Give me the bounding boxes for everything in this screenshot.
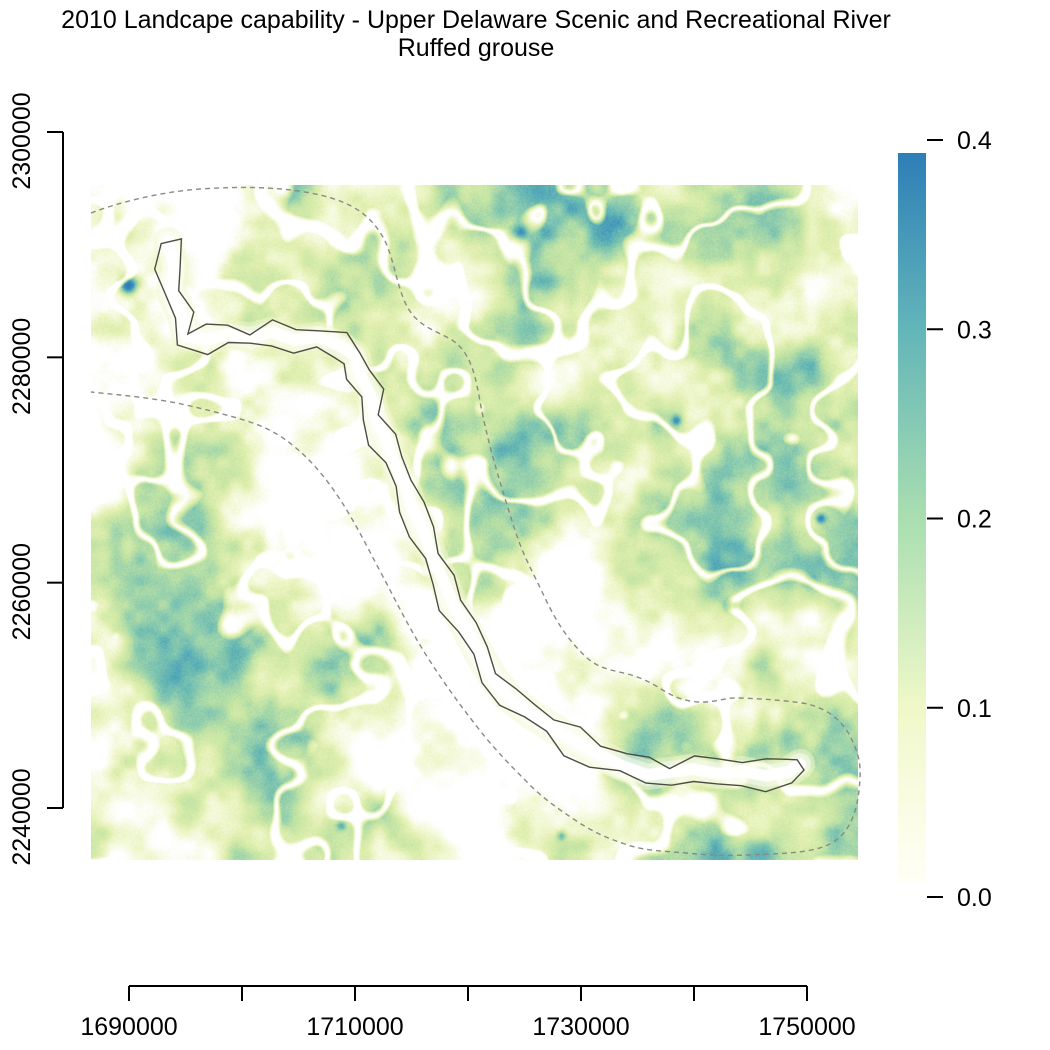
chart-title: 2010 Landcape capability - Upper Delawar…	[0, 6, 952, 62]
x-axis-tick-label: 1710000	[306, 1013, 403, 1041]
y-axis-tick-label: 2240000	[8, 768, 36, 865]
x-axis-tick-label: 1730000	[532, 1013, 629, 1041]
legend-tick-label: 0.2	[957, 506, 992, 534]
chart-title-line-1: 2010 Landcape capability - Upper Delawar…	[61, 6, 891, 34]
chart-title-line-2: Ruffed grouse	[397, 34, 555, 62]
x-axis-tick-label: 1750000	[758, 1013, 855, 1041]
legend-tick-label: 0.1	[957, 695, 992, 723]
y-axis-tick-label: 2300000	[8, 92, 36, 189]
raster-map-canvas	[91, 185, 858, 860]
corridor-boundary-line	[153, 238, 805, 793]
x-axis-tick-label: 1690000	[80, 1013, 177, 1041]
legend-tick-label: 0.4	[957, 127, 992, 155]
legend-tick-label: 0.0	[957, 884, 992, 912]
y-axis-tick-label: 2280000	[8, 318, 36, 415]
y-axis-tick-label: 2260000	[8, 543, 36, 640]
legend-colorbar	[898, 153, 926, 882]
legend-tick-label: 0.3	[957, 316, 992, 344]
